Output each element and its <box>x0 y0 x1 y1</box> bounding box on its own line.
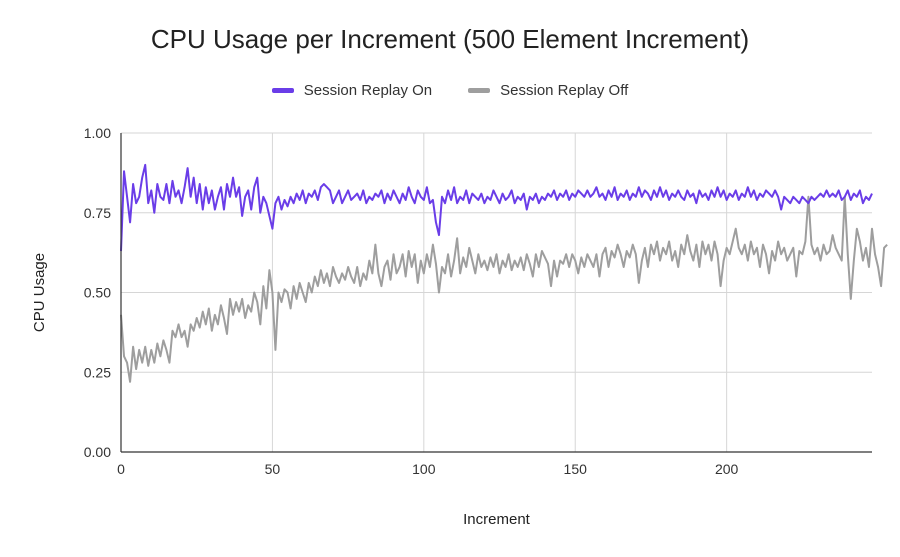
gridlines <box>121 132 872 452</box>
legend-swatch-off <box>468 88 491 93</box>
y-axis-title: CPU Usage <box>31 253 48 332</box>
y-tick-label: 0.25 <box>84 364 111 380</box>
y-tick-label: 0.00 <box>84 444 111 460</box>
series-line-session-replay-on <box>120 163 873 252</box>
y-tick-label: 0.75 <box>84 205 111 221</box>
x-tick-label: 0 <box>117 461 125 477</box>
series-lines <box>120 163 888 383</box>
y-tick-label: 0.50 <box>84 285 111 301</box>
x-tick-label: 50 <box>265 461 281 477</box>
legend-label-off: Session Replay Off <box>500 82 629 99</box>
chart-title: CPU Usage per Increment (500 Element Inc… <box>150 24 750 54</box>
x-tick-label: 100 <box>412 461 436 477</box>
legend-item-session-replay-off: Session Replay Off <box>468 82 628 99</box>
y-tick-label: 1.00 <box>84 125 111 141</box>
x-tick-label: 200 <box>715 461 739 477</box>
series-line-session-replay-off <box>120 195 888 383</box>
legend: Session Replay On Session Replay Off <box>0 82 900 99</box>
x-tick-label: 150 <box>564 461 588 477</box>
legend-label-on: Session Replay On <box>303 82 433 99</box>
legend-item-session-replay-on: Session Replay On <box>271 82 433 99</box>
tick-labels: 0.00 0.25 0.50 0.75 1.00 0 50 100 150 200 <box>84 125 739 477</box>
legend-swatch-on <box>271 88 294 93</box>
axes <box>120 133 872 453</box>
x-axis-title: Increment <box>463 511 531 528</box>
